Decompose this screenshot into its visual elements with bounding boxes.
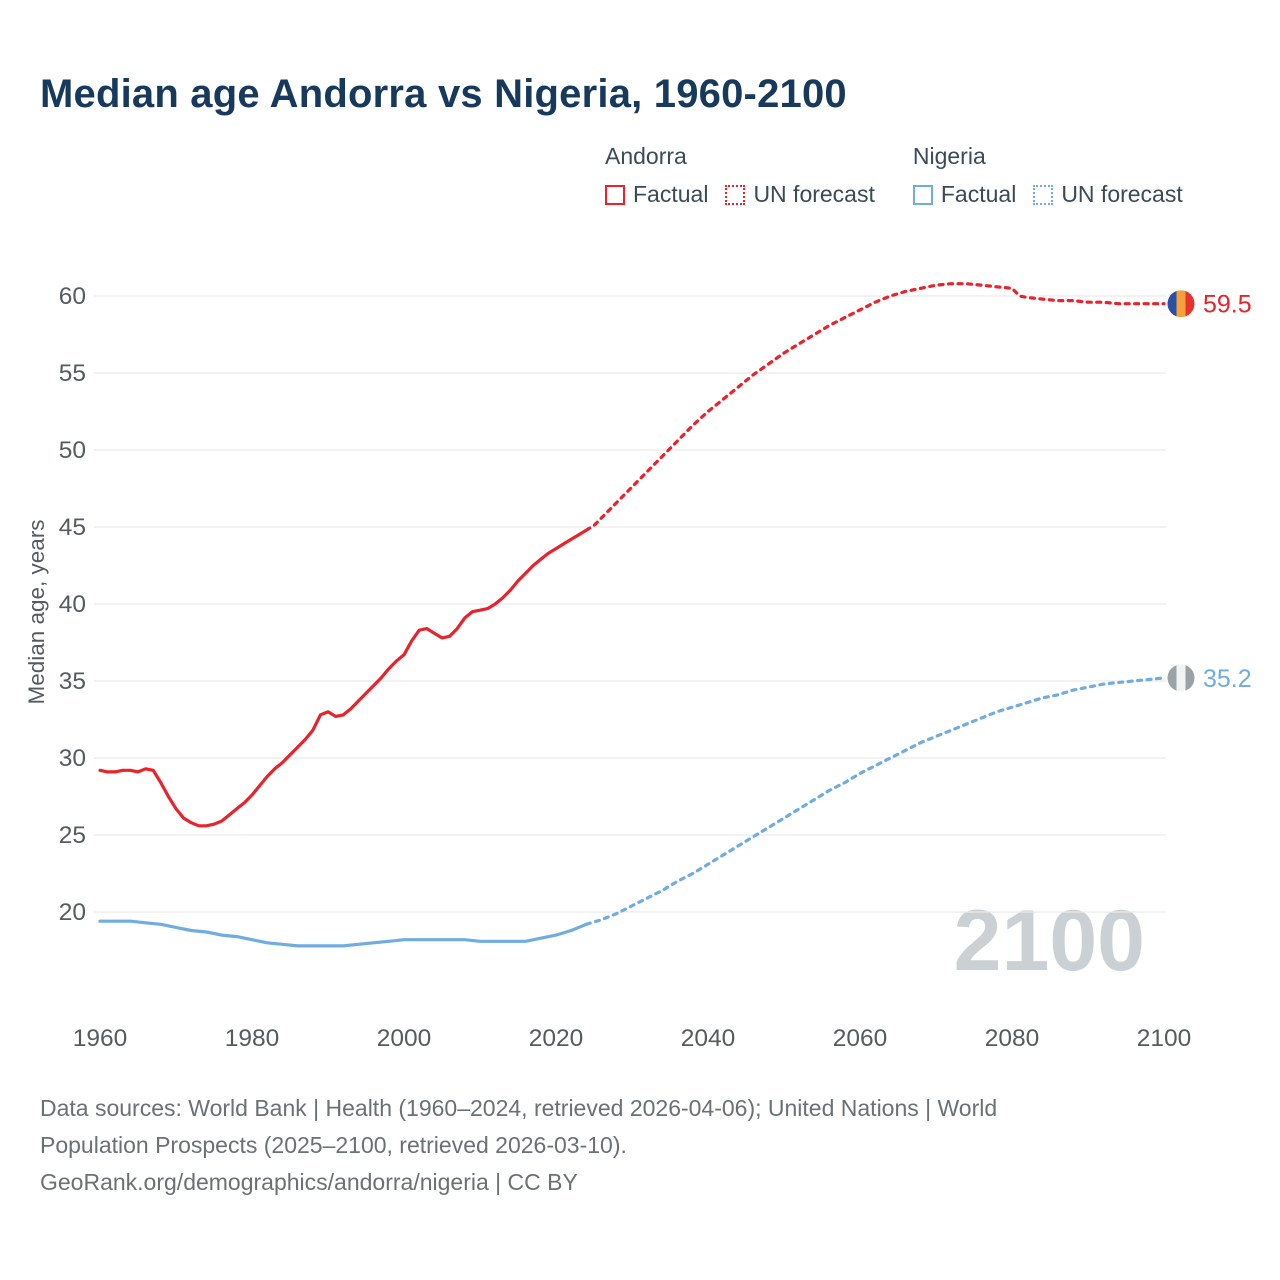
nigeria-factual-line xyxy=(98,919,588,948)
watermark-year: 2100 xyxy=(954,893,1145,989)
y-tick-label: 35 xyxy=(59,668,86,695)
y-tick-label: 60 xyxy=(59,283,86,310)
legend-items: Factual UN forecast xyxy=(605,181,875,208)
legend: Andorra Factual UN forecast Nigeria Fact… xyxy=(605,143,1183,208)
page-title: Median age Andorra vs Nigeria, 1960-2100 xyxy=(40,72,847,116)
legend-items: Factual UN forecast xyxy=(912,181,1183,208)
x-tick-label: 2080 xyxy=(985,1025,1040,1052)
x-tick-label: 1960 xyxy=(73,1025,128,1052)
andorra-flag-marker-icon xyxy=(1167,290,1195,318)
legend-group-nigeria: Nigeria Factual UN forecast xyxy=(912,143,1183,208)
legend-group-name: Nigeria xyxy=(912,143,986,169)
y-tick-label: 30 xyxy=(59,745,86,772)
legend-item-label: UN forecast xyxy=(1061,181,1183,207)
data-sources: Data sources: World Bank | Health (1960–… xyxy=(40,1090,1200,1201)
y-tick-label: 50 xyxy=(59,437,86,464)
y-tick-label: 20 xyxy=(59,899,86,926)
chart-area: 2100 20 25 30 35 40 45 50 55 60 1960 1980 2000 2020 20… xyxy=(0,240,1280,1070)
nigeria-end-value-label: 35.2 xyxy=(1203,665,1252,693)
y-tick-label: 40 xyxy=(59,591,86,618)
dotted-line-swatch-icon xyxy=(725,184,746,205)
x-tick-label: 2000 xyxy=(377,1025,432,1052)
legend-group-name: Andorra xyxy=(605,143,687,169)
legend-group-andorra: Andorra Factual UN forecast xyxy=(605,143,875,208)
median-age-line-chart: 2100 20 25 30 35 40 45 50 55 60 1960 1980 2000 2020 20… xyxy=(24,282,1252,1052)
attribution-link: GeoRank.org/demographics/andorra/nigeria… xyxy=(40,1169,578,1195)
y-tick-label: 25 xyxy=(59,822,86,849)
data-sources-line: Population Prospects (2025–2100, retriev… xyxy=(40,1132,627,1158)
x-tick-label: 2020 xyxy=(529,1025,584,1052)
andorra-factual-line xyxy=(98,528,588,828)
andorra-forecast-line xyxy=(584,282,1166,532)
dotted-line-swatch-icon xyxy=(1033,184,1054,205)
legend-item-andorra-factual: Factual xyxy=(605,181,708,208)
x-tick-label: 1980 xyxy=(225,1025,280,1052)
legend-item-label: Factual xyxy=(940,181,1017,207)
x-tick-label: 2040 xyxy=(681,1025,736,1052)
y-tick-label: 55 xyxy=(59,360,86,387)
nigeria-flag-marker-icon xyxy=(1167,664,1195,692)
solid-line-swatch-icon xyxy=(912,184,933,205)
legend-item-label: UN forecast xyxy=(753,181,875,207)
nigeria-forecast-line xyxy=(584,676,1166,926)
legend-item-nigeria-forecast: UN forecast xyxy=(1033,181,1183,208)
data-sources-line: Data sources: World Bank | Health (1960–… xyxy=(40,1095,998,1121)
solid-line-swatch-icon xyxy=(605,184,625,205)
x-tick-label: 2100 xyxy=(1137,1025,1192,1052)
legend-item-andorra-forecast: UN forecast xyxy=(725,181,875,208)
x-tick-label: 2060 xyxy=(833,1025,888,1052)
legend-item-label: Factual xyxy=(633,181,709,207)
legend-item-nigeria-factual: Factual xyxy=(912,181,1017,208)
andorra-end-value-label: 59.5 xyxy=(1203,291,1252,319)
y-axis-title: Median age, years xyxy=(24,519,49,704)
y-tick-label: 45 xyxy=(59,514,86,541)
